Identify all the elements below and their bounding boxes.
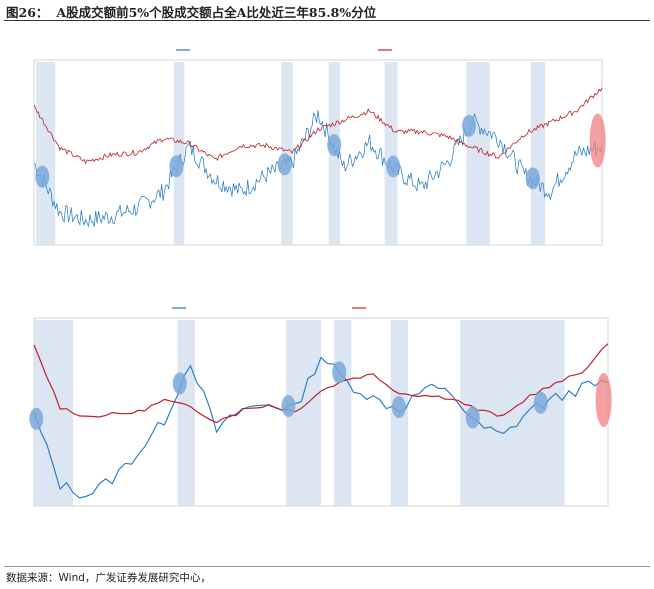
marker-ellipse <box>386 155 401 178</box>
marker-ellipse <box>172 372 187 395</box>
source-note: 数据来源：Wind，广发证券发展研究中心， <box>6 572 211 584</box>
title-divider <box>4 20 650 21</box>
marker-ellipse <box>465 406 480 429</box>
marker-ellipse <box>29 407 44 430</box>
marker-ellipse <box>277 153 292 176</box>
shaded-period <box>334 320 352 506</box>
marker-ellipse <box>462 114 477 137</box>
marker-ellipse <box>327 134 342 157</box>
chart-top <box>33 49 606 246</box>
series-right-line <box>33 87 603 165</box>
shaded-period <box>281 62 293 245</box>
shaded-period <box>530 62 546 245</box>
highlight-ellipse <box>589 113 606 168</box>
shaded-period <box>384 62 398 245</box>
shaded-period <box>36 62 56 245</box>
plot-frame <box>33 59 603 246</box>
figure-title-text: A股成交额前5%个股成交额占全A比处近三年85.8%分位 <box>56 5 377 20</box>
highlight-ellipse <box>595 373 612 427</box>
series-left-line <box>33 356 609 499</box>
shaded-period <box>177 320 195 506</box>
marker-ellipse <box>525 167 540 190</box>
marker-ellipse <box>35 165 50 188</box>
marker-ellipse <box>169 155 184 178</box>
marker-ellipse <box>332 361 347 384</box>
figure-number: 图26： <box>6 5 49 20</box>
shaded-period <box>173 62 185 245</box>
series-right-line <box>33 343 609 424</box>
figure-title: 图26： A股成交额前5%个股成交额占全A比处近三年85.8%分位 <box>6 2 376 21</box>
bottom-divider <box>4 566 650 567</box>
chart-bottom <box>29 307 612 507</box>
shaded-period <box>466 62 490 245</box>
marker-ellipse <box>281 394 296 417</box>
marker-ellipse <box>533 391 548 414</box>
series-left-line <box>33 110 603 228</box>
marker-ellipse <box>391 396 406 419</box>
